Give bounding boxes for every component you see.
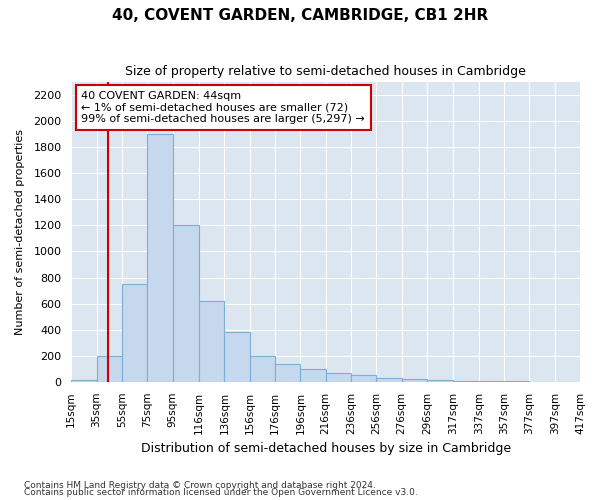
Text: Contains public sector information licensed under the Open Government Licence v3: Contains public sector information licen… [24,488,418,497]
Text: Contains HM Land Registry data © Crown copyright and database right 2024.: Contains HM Land Registry data © Crown c… [24,480,376,490]
Bar [326,374,351,382]
Bar [427,380,454,382]
Bar [199,301,224,382]
Text: 40 COVENT GARDEN: 44sqm
← 1% of semi-detached houses are smaller (72)
99% of sem: 40 COVENT GARDEN: 44sqm ← 1% of semi-det… [82,91,365,124]
Bar [479,381,504,382]
Y-axis label: Number of semi-detached properties: Number of semi-detached properties [15,129,25,335]
Bar [97,356,122,382]
Bar [173,226,199,382]
Bar [122,284,147,382]
Bar [454,380,479,382]
Bar [351,376,376,382]
Bar [250,356,275,382]
Text: 40, COVENT GARDEN, CAMBRIDGE, CB1 2HR: 40, COVENT GARDEN, CAMBRIDGE, CB1 2HR [112,8,488,22]
Bar [147,134,173,382]
Bar [71,380,97,382]
Bar [275,364,301,382]
Bar [224,332,250,382]
Title: Size of property relative to semi-detached houses in Cambridge: Size of property relative to semi-detach… [125,65,526,78]
Bar [376,378,401,382]
Bar [301,369,326,382]
X-axis label: Distribution of semi-detached houses by size in Cambridge: Distribution of semi-detached houses by … [140,442,511,455]
Bar [401,379,427,382]
